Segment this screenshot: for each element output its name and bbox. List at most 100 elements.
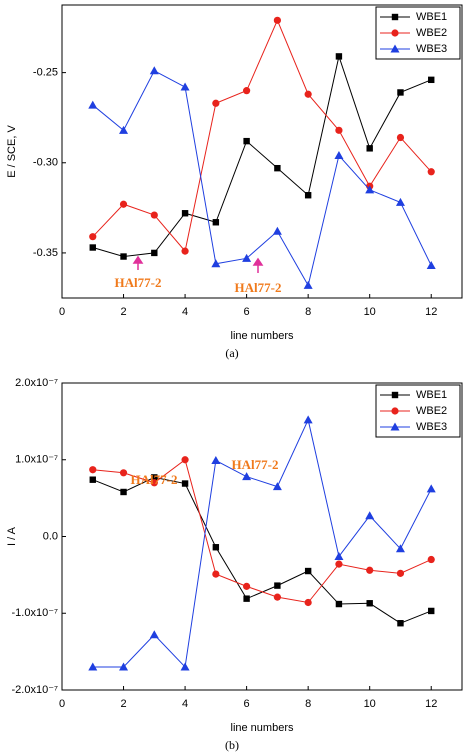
data-point	[181, 480, 189, 487]
x-tick-label: 0	[59, 306, 65, 318]
y-axis-label: E / SCE, V	[6, 125, 18, 178]
arrow	[252, 257, 264, 273]
y-tick-label: -0.30	[33, 157, 58, 169]
data-point	[335, 53, 343, 60]
data-point	[304, 598, 312, 607]
data-point	[180, 662, 190, 671]
data-point	[303, 415, 313, 424]
data-point	[151, 474, 158, 481]
data-point	[397, 89, 404, 96]
x-tick-label: 12	[425, 698, 437, 710]
data-point	[334, 551, 344, 560]
data-point	[304, 192, 312, 199]
x-axis-label: line numbers	[231, 330, 294, 342]
legend-label: WBE2	[416, 405, 447, 417]
series-line	[92, 476, 432, 624]
x-tick-label: 4	[182, 306, 188, 318]
data-point	[89, 244, 96, 251]
data-point	[212, 570, 220, 578]
data-point	[427, 168, 435, 176]
y-tick-label: 2.0x10⁻⁷	[15, 377, 58, 389]
legend-label: WBE3	[416, 421, 447, 433]
y-tick-label: -0.35	[33, 247, 58, 259]
data-point	[428, 607, 435, 615]
data-point	[88, 100, 98, 109]
legend-label: WBE1	[416, 11, 447, 23]
data-point	[272, 226, 282, 235]
data-point	[243, 582, 251, 590]
data-point	[334, 151, 344, 160]
data-point	[88, 662, 98, 671]
x-tick-label: 4	[182, 698, 188, 710]
data-point	[212, 219, 220, 226]
series-line	[92, 19, 432, 253]
data-point	[211, 259, 221, 268]
data-point	[150, 211, 158, 219]
data-point	[397, 620, 404, 627]
data-point	[150, 479, 158, 487]
y-tick-label: 1.0x10⁻⁷	[15, 454, 58, 466]
data-point	[151, 249, 158, 257]
data-point	[426, 484, 436, 493]
data-point	[149, 630, 159, 639]
x-tick-label: 0	[59, 698, 65, 710]
legend-marker	[391, 391, 399, 399]
data-point	[335, 560, 343, 568]
series-line	[92, 54, 432, 258]
data-point	[243, 87, 251, 95]
data-point	[274, 164, 281, 172]
series-line	[92, 418, 432, 669]
data-point	[395, 197, 405, 206]
data-point	[149, 66, 159, 75]
data-point	[212, 99, 220, 107]
y-tick-label: 0.0	[43, 530, 58, 542]
data-point	[119, 125, 129, 134]
data-point	[272, 482, 282, 491]
data-point	[304, 90, 312, 98]
x-tick-label: 8	[305, 698, 311, 710]
data-point	[180, 82, 190, 91]
x-tick-label: 2	[120, 698, 126, 710]
x-tick-label: 6	[244, 698, 250, 710]
data-point	[89, 233, 97, 241]
series-line	[92, 458, 432, 604]
data-point	[365, 511, 375, 520]
data-point	[396, 569, 405, 577]
data-point	[427, 555, 435, 564]
annotation: HAl77-2	[232, 457, 279, 472]
data-point	[242, 472, 252, 481]
legend-marker	[391, 13, 399, 21]
data-point	[273, 593, 281, 601]
legend-marker	[390, 422, 400, 431]
legend-label: WBE2	[416, 27, 447, 39]
data-point	[335, 126, 343, 134]
data-point	[396, 133, 405, 142]
plot-frame	[61, 4, 463, 299]
x-tick-label: 6	[244, 306, 250, 318]
data-point	[89, 466, 97, 474]
data-point	[274, 582, 281, 589]
y-tick-label: -0.25	[33, 67, 58, 79]
data-point	[303, 280, 313, 289]
data-point	[181, 210, 189, 217]
x-tick-label: 2	[120, 306, 126, 318]
data-point	[119, 469, 128, 477]
annotation: HAl77-2	[235, 280, 282, 295]
x-tick-label: 12	[425, 306, 437, 318]
data-point	[211, 456, 221, 465]
data-point	[273, 16, 281, 24]
legend-label: WBE1	[416, 389, 447, 401]
caption: (a)	[225, 346, 238, 360]
x-tick-label: 10	[364, 306, 376, 318]
data-point	[181, 456, 189, 464]
data-point	[212, 544, 220, 551]
legend-marker	[391, 29, 399, 37]
data-point	[366, 145, 373, 152]
data-point	[395, 544, 405, 553]
data-point	[181, 247, 189, 255]
data-point	[365, 185, 375, 194]
legend-label: WBE3	[416, 43, 447, 55]
arrow	[132, 255, 144, 270]
x-tick-label: 10	[364, 698, 376, 710]
